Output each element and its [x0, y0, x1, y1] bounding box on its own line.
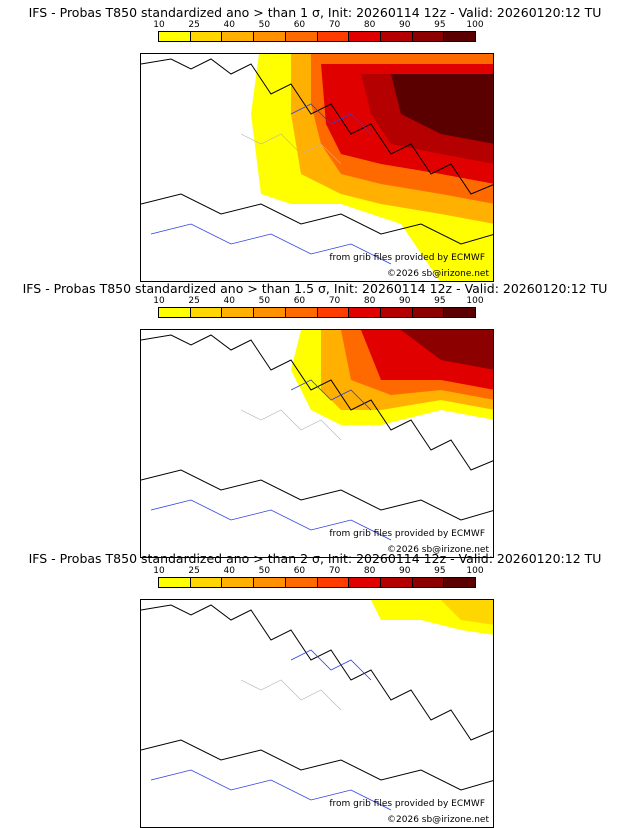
probability-shading-icon	[291, 330, 493, 425]
panel-title: IFS - Probas T850 standardized ano > tha…	[22, 281, 608, 296]
legend-color-cell	[190, 578, 223, 587]
legend-label: 25	[188, 20, 200, 30]
legend-label: 95	[434, 566, 446, 576]
legend-label: 100	[466, 296, 484, 306]
legend-color-cell	[254, 578, 286, 587]
legend-color-bar	[158, 307, 476, 318]
panel-title: IFS - Probas T850 standardized ano > tha…	[28, 551, 602, 566]
copyright-notice: ©2026 sb@irizone.net	[387, 269, 489, 279]
legend-label: 90	[399, 20, 411, 30]
legend-color-cell	[317, 578, 350, 587]
legend-color-cell	[380, 32, 413, 41]
legend-label: 70	[328, 566, 341, 576]
legend-color-bar	[158, 577, 476, 588]
coastline-map-icon	[141, 54, 493, 281]
legend-color-cell	[159, 308, 191, 317]
legend-label: 50	[258, 296, 271, 306]
legend-color-cell	[190, 308, 223, 317]
legend-color-cell	[222, 578, 255, 587]
legend-label: 60	[293, 296, 306, 306]
legend-label: 40	[223, 20, 235, 30]
legend-color-cell	[380, 308, 413, 317]
legend-color-cell	[349, 32, 381, 41]
legend-label: 95	[434, 296, 446, 306]
probability-shading-icon	[371, 600, 493, 635]
legend-label: 100	[466, 566, 484, 576]
legend-color-cell	[412, 578, 445, 587]
legend-color-cell	[444, 578, 476, 587]
legend-label: 95	[434, 20, 446, 30]
legend-label: 60	[293, 566, 306, 576]
forecast-panel-1sigma: IFS - Probas T850 standardized ano > tha…	[0, 6, 630, 282]
legend-color-cell	[285, 578, 318, 587]
legend-label: 40	[223, 296, 235, 306]
probability-map: from grib files provided by ECMWF ©2026 …	[140, 329, 494, 558]
legend-color-cell	[412, 32, 445, 41]
probability-legend: 10 25 40 50 60 70 80 90 95 100	[153, 566, 484, 590]
probability-map: from grib files provided by ECMWF ©2026 …	[140, 53, 494, 282]
coastline-map-icon	[141, 600, 493, 811]
legend-label: 50	[258, 20, 271, 30]
source-credit: from grib files provided by ECMWF	[329, 799, 485, 809]
legend-color-cell	[159, 32, 191, 41]
probability-legend: 10 25 40 50 60 70 80 90 95 100	[153, 20, 484, 44]
legend-color-cell	[222, 32, 255, 41]
panel-title: IFS - Probas T850 standardized ano > tha…	[28, 5, 602, 20]
legend-label: 70	[328, 20, 341, 30]
legend-label: 90	[399, 566, 411, 576]
copyright-notice: ©2026 sb@irizone.net	[387, 545, 489, 555]
legend-label: 40	[223, 566, 235, 576]
legend-color-cell	[190, 32, 223, 41]
forecast-panel-1-5sigma: IFS - Probas T850 standardized ano > tha…	[0, 282, 630, 558]
legend-color-bar	[158, 31, 476, 42]
legend-label: 80	[363, 566, 376, 576]
legend-label: 25	[188, 566, 200, 576]
legend-label: 50	[258, 566, 271, 576]
legend-color-cell	[380, 578, 413, 587]
legend-color-cell	[254, 32, 286, 41]
legend-label: 100	[466, 20, 484, 30]
legend-color-cell	[349, 578, 381, 587]
legend-color-cell	[317, 32, 350, 41]
probability-map: from grib files provided by ECMWF ©2026 …	[140, 599, 494, 828]
legend-color-cell	[222, 308, 255, 317]
legend-label: 10	[153, 20, 165, 30]
legend-color-cell	[444, 308, 476, 317]
legend-color-cell	[285, 308, 318, 317]
legend-label: 70	[328, 296, 341, 306]
legend-label: 80	[363, 20, 376, 30]
legend-label: 10	[153, 566, 165, 576]
forecast-panel-2sigma: IFS - Probas T850 standardized ano > tha…	[0, 552, 630, 828]
legend-color-cell	[317, 308, 350, 317]
legend-color-cell	[349, 308, 381, 317]
copyright-notice: ©2026 sb@irizone.net	[387, 815, 489, 825]
coastline-map-icon	[141, 330, 493, 541]
legend-color-cell	[285, 32, 318, 41]
source-credit: from grib files provided by ECMWF	[329, 253, 485, 263]
legend-color-cell	[159, 578, 191, 587]
probability-shading-icon	[251, 54, 493, 281]
legend-label: 90	[399, 296, 411, 306]
legend-label: 25	[188, 296, 200, 306]
legend-color-cell	[254, 308, 286, 317]
legend-label: 80	[363, 296, 376, 306]
legend-label: 60	[293, 20, 306, 30]
source-credit: from grib files provided by ECMWF	[329, 529, 485, 539]
legend-label: 10	[153, 296, 165, 306]
legend-color-cell	[444, 32, 476, 41]
legend-color-cell	[412, 308, 445, 317]
probability-legend: 10 25 40 50 60 70 80 90 95 100	[153, 296, 484, 320]
